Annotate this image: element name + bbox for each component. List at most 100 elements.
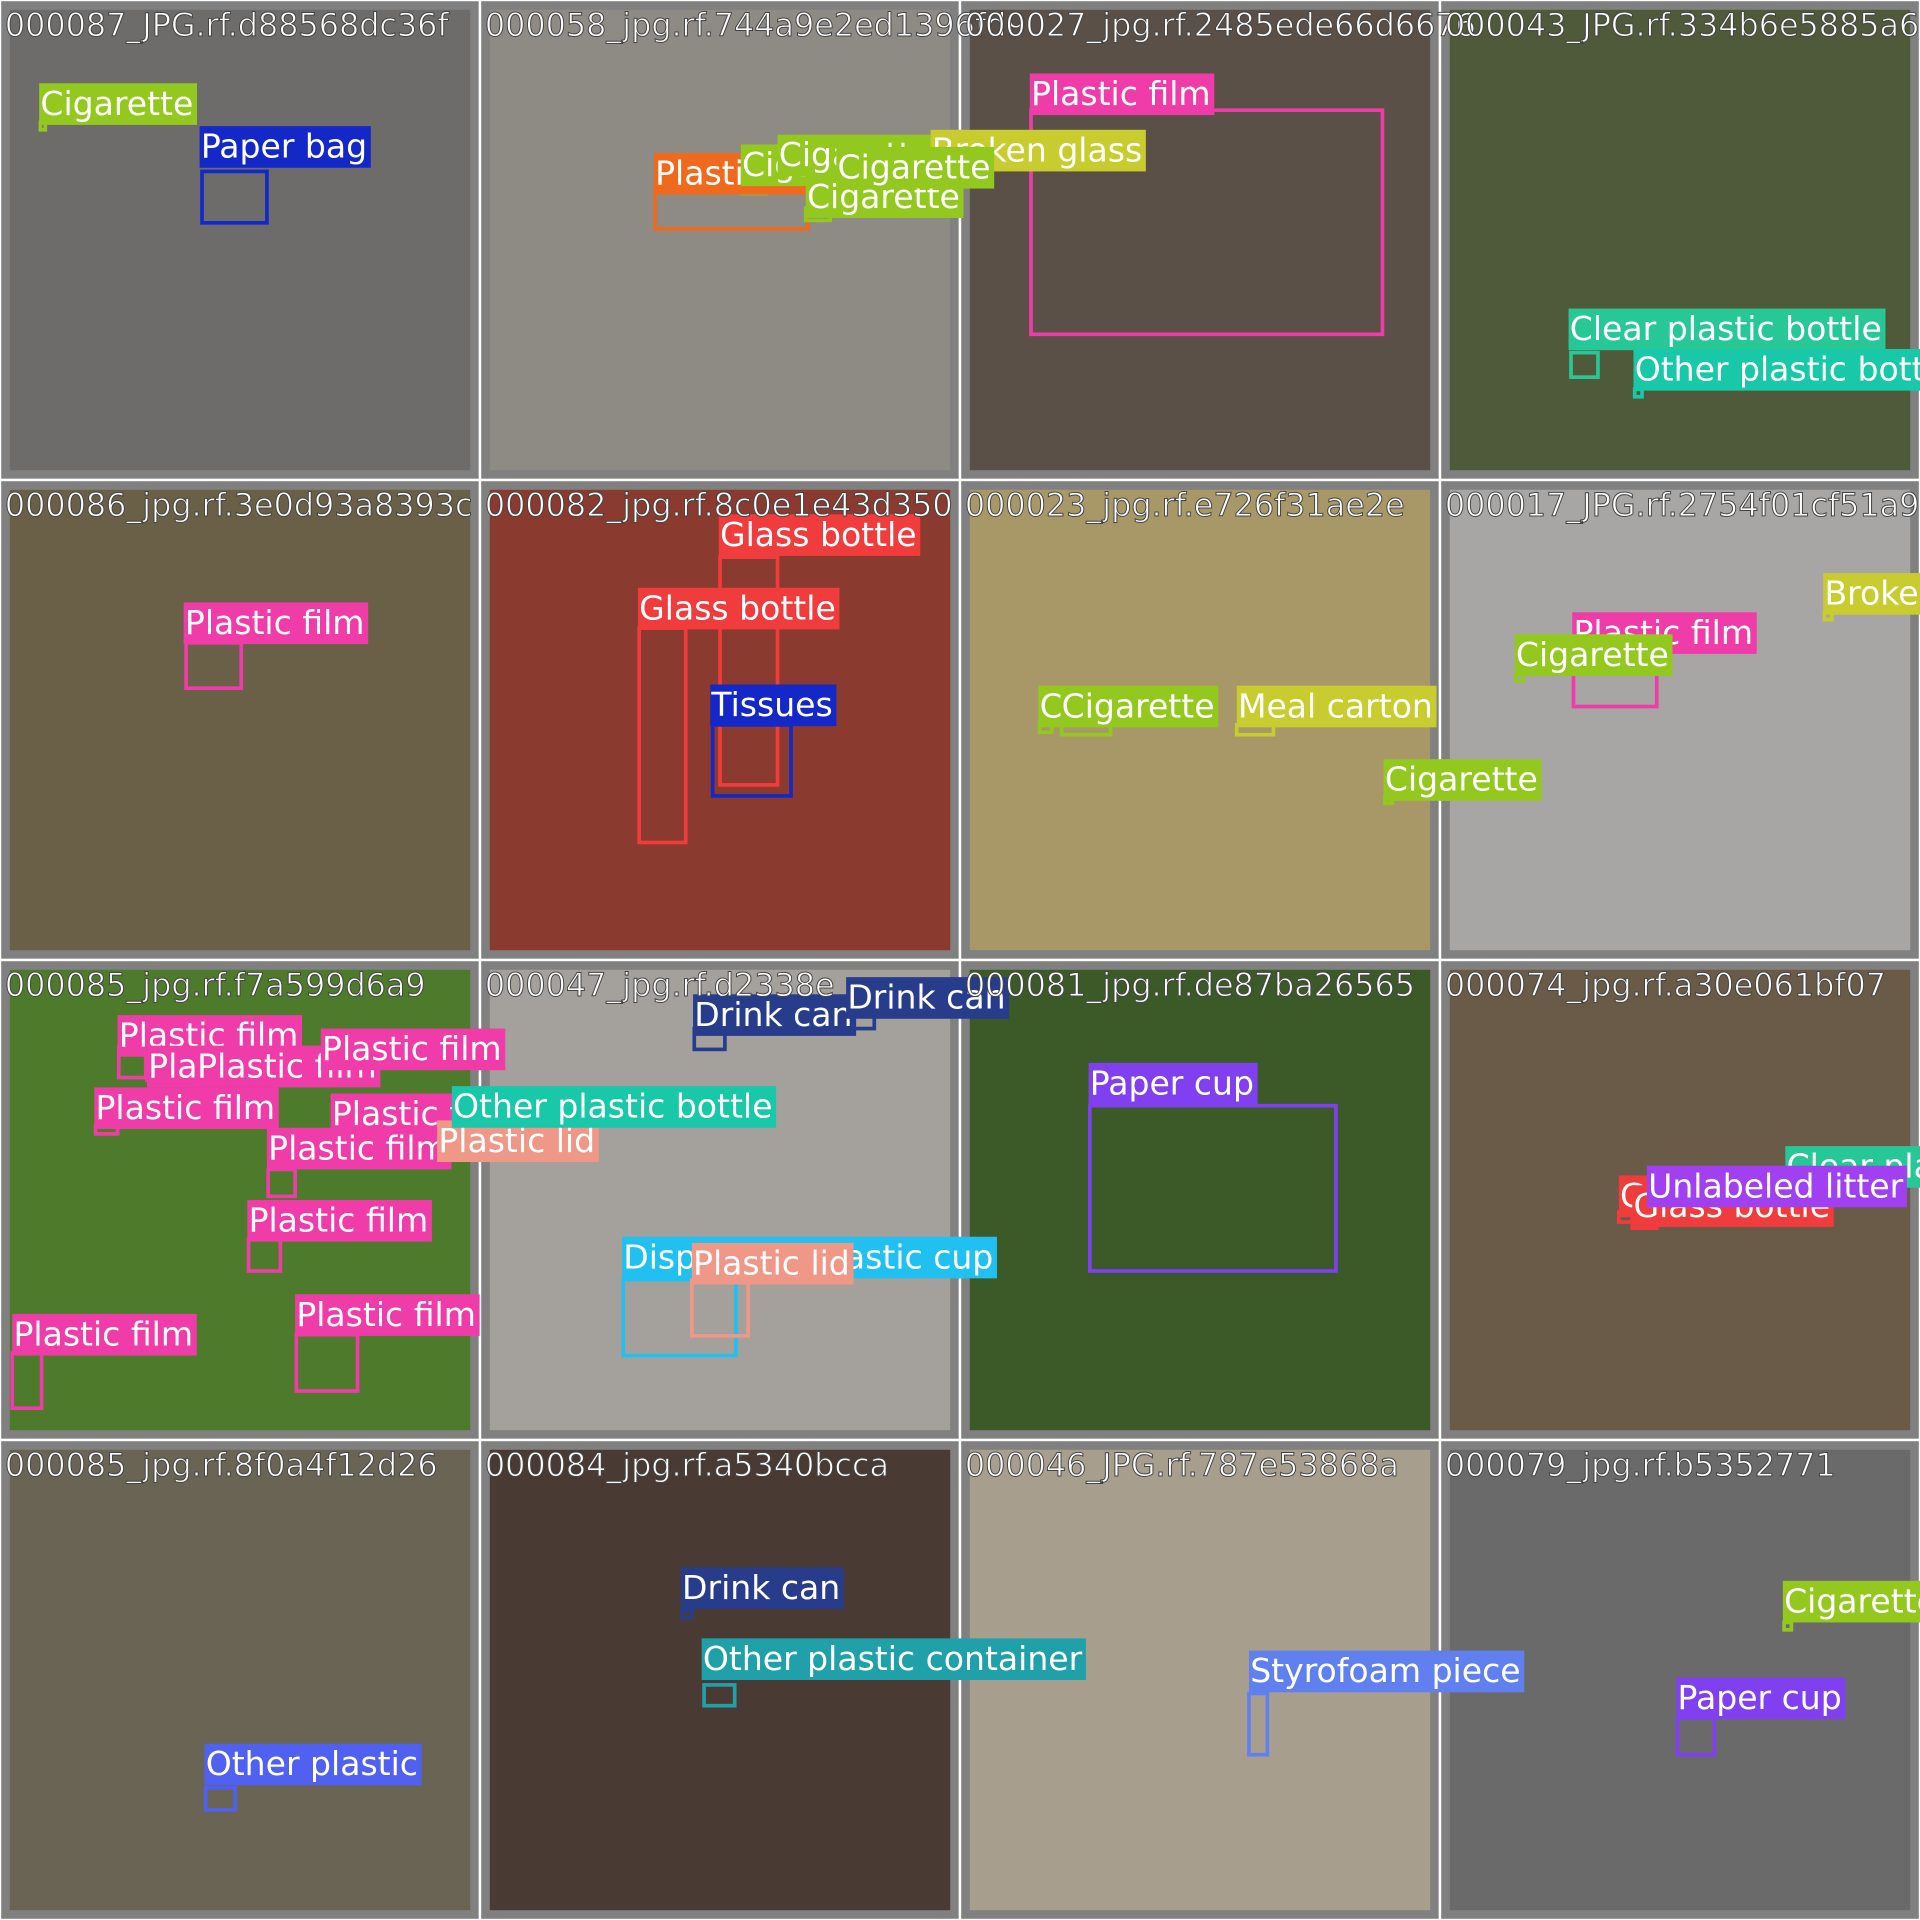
image-filename: 000087_JPG.rf.d88568dc36f [5,6,450,44]
tile-image [489,9,951,471]
image-filename: 000046_JPG.rf.787e53868a [965,1446,1399,1484]
box-label: Plastic film [96,1088,276,1127]
bounding-box [680,1608,694,1620]
label-background [247,1200,432,1242]
label-background [204,1743,422,1786]
label-background [1029,73,1215,116]
label-background [1633,348,1920,391]
label-background [39,83,198,125]
image-filename: 000079_jpg.rf.b5352771 [1445,1446,1836,1484]
label-background [691,1242,854,1285]
image-filename: 000085_jpg.rf.f7a599d6a9 [5,966,426,1004]
box-label: Plastic film [249,1201,429,1240]
box-label: Cigarette [40,84,193,123]
label-background [701,1638,1086,1680]
label-background [1383,759,1542,801]
box-label: Cigarette [838,147,991,186]
box-label: Unlabeled litter [1648,1166,1903,1205]
label-background [718,514,921,556]
box-label: Plastic film [268,1128,448,1167]
label-background [1514,634,1673,676]
label-background [266,1127,452,1170]
bounding-box [1247,1691,1270,1757]
box-label: Drink can [847,978,1005,1017]
tile-image [969,969,1431,1431]
box-label: Meal carton [1238,686,1433,725]
bounding-box [702,1683,737,1708]
box-label: Plastic film [296,1295,476,1334]
image-filename: 000081_jpg.rf.de87ba26565 [965,966,1415,1004]
label-background [1782,1580,1920,1623]
image-filename: 000017_JPG.rf.2754f01cf51a9 [1445,486,1920,524]
box-label: Plastic film [1031,74,1211,113]
label-background [680,1567,844,1609]
box-label: Other plastic [206,1744,418,1783]
box-label: Other plastic bottle [1635,350,1920,389]
box-label: Drink can [694,995,852,1034]
bounding-box [200,169,269,225]
box-label: Plastic film [13,1314,193,1353]
label-background [637,587,840,630]
box-label: Cigarette [1062,686,1215,725]
box-label: Glass bottle [720,515,917,554]
label-background [199,126,371,168]
image-filename: 000082_jpg.rf.8c0e1e43d350 [485,486,953,524]
box-label: Cigarette [1784,1581,1920,1620]
label-background [1676,1677,1846,1720]
image-filename: 000085_jpg.rf.8f0a4f12d26 [5,1446,438,1484]
label-background [320,1028,506,1071]
box-label: Drink can [682,1568,840,1607]
box-label: Other plastic bottle [453,1087,772,1126]
box-label: Cigarette [1516,635,1669,674]
image-filename: 000074_jpg.rf.a30e061bf07 [1445,966,1886,1004]
label-background [1568,308,1886,351]
label-background [836,146,995,189]
image-filename: 000084_jpg.rf.a5340bcca [485,1446,889,1484]
label-background [1088,1062,1258,1105]
label-background [846,977,1010,1019]
box-label: Cigarette [1385,760,1538,799]
bounding-box [203,1785,237,1812]
label-background [451,1086,777,1128]
label-background [693,994,857,1036]
box-label: Plastic film [322,1029,502,1068]
label-background [295,1294,480,1336]
image-filename: 000023_jpg.rf.e726f31ae2e [965,486,1405,524]
box-label: Paper bag [201,127,367,166]
label-background [12,1313,197,1356]
label-background [1823,573,1920,615]
bounding-box [718,555,780,787]
box-label: Clear plastic bottle [1570,309,1882,348]
box-label: Tissues [710,685,832,724]
box-label: Paper cup [1090,1063,1254,1102]
box-label: Broken glass [1824,574,1920,613]
tile-image [9,1449,471,1911]
tile-image [9,489,471,951]
label-background [1646,1165,1907,1208]
label-background [1248,1650,1525,1693]
box-label: Plastic film [185,603,365,642]
bounding-box [1087,1103,1338,1273]
box-label: Plastic lid [693,1243,850,1282]
image-filename: 000058_jpg.rf.744a9e2ed1396fd9 [485,6,1027,44]
tile-image [1449,9,1911,471]
box-label: Styrofoam piece [1250,1651,1520,1690]
tile-image [1449,489,1911,951]
box-label: Glass bottle [639,588,836,627]
image-filename: 000047_jpg.rf.d2338e [485,966,835,1004]
bounding-box [1569,350,1600,379]
tile-image [489,969,951,1431]
bounding-box [621,1277,738,1358]
image-filename: 000027_jpg.rf.2485ede66d6676 [965,6,1476,44]
image-filename: 000086_jpg.rf.3e0d93a8393c [5,486,473,524]
box-label: Paper cup [1678,1678,1842,1717]
label-background [1236,685,1437,728]
label-background [710,684,837,727]
image-filename: 000043_JPG.rf.334b6e5885a650 [1445,6,1920,44]
tile-image [9,9,471,471]
label-background [1060,685,1219,728]
label-background [94,1087,279,1129]
label-background [183,602,369,645]
box-label: Other plastic container [703,1639,1083,1678]
